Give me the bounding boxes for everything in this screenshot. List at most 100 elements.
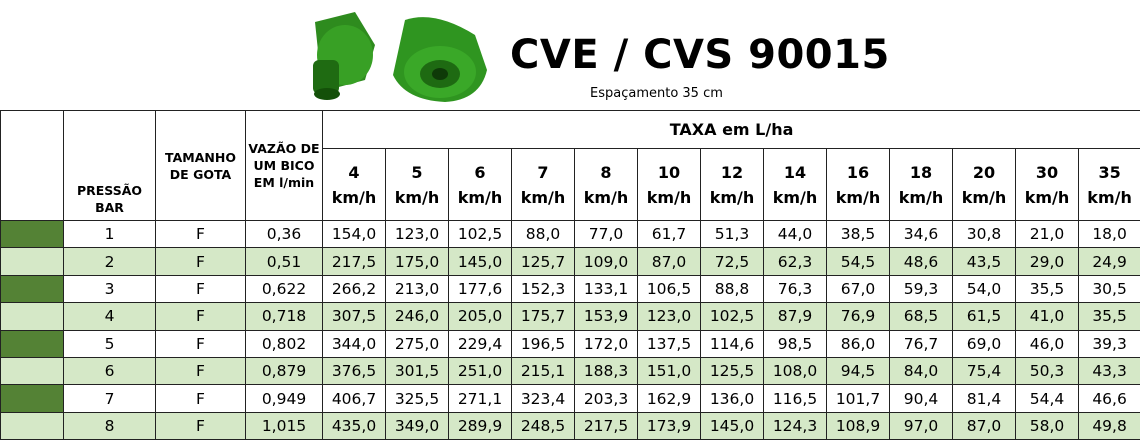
cell: 24,9 — [1077, 247, 1140, 276]
cell: 116,5 — [763, 384, 827, 413]
cell: F — [155, 411, 246, 440]
cell: 3 — [63, 274, 156, 304]
cell: 61,7 — [637, 219, 701, 249]
header-line: 30 — [1035, 162, 1059, 182]
cell: 35,5 — [1077, 302, 1140, 331]
header-line: 5 — [411, 162, 423, 182]
speed-row: 4 km/h 5 km/h 6 km/h 7 km/h 8 km/h 10 km/h 12 km/h 14 k… — [1, 148, 1140, 221]
cell: 46,6 — [1077, 384, 1140, 413]
cell: 349,0 — [385, 411, 449, 440]
cell: 30,5 — [1077, 274, 1140, 304]
cell: F — [155, 356, 246, 386]
header: CVE / CVS 90015 Espaçamento 35 cm — [0, 0, 1140, 110]
cell: 307,5 — [322, 302, 386, 331]
cell: 188,3 — [574, 356, 638, 386]
header-line: UM BICO — [253, 158, 315, 173]
header-row: PRESSÃO BAR TAMANHO DE GOTA VAZÃO DE UM BICO E… — [0, 110, 1140, 221]
cell: 137,5 — [637, 329, 701, 358]
cell: 6 — [63, 356, 156, 386]
cell: 0,949 — [245, 384, 323, 413]
cell: 151,0 — [637, 356, 701, 386]
header-line: 4 — [348, 162, 360, 182]
cell: 177,6 — [448, 274, 512, 304]
header-line: km/h — [457, 187, 503, 207]
header-line: km/h — [898, 187, 944, 207]
cell: 145,0 — [700, 411, 764, 440]
header-line: 6 — [474, 162, 486, 182]
cell: 81,4 — [952, 384, 1016, 413]
data-row: 2 F 0,51 217,5 175,0 145,0 125,7 109,0 87,0 72,5 6… — [0, 247, 1140, 276]
cell: 39,3 — [1077, 329, 1140, 358]
speed-header: 35 km/h — [1077, 148, 1140, 221]
data-row: 5 F 0,802 344,0 275,0 229,4 196,5 172,0 137,5 114… — [0, 329, 1140, 358]
cell: 76,7 — [889, 329, 953, 358]
data-row: 7 F 0,949 406,7 325,5 271,1 323,4 203,3 162,9 136… — [0, 384, 1140, 413]
row-marker — [0, 384, 64, 413]
row-marker — [0, 411, 64, 440]
cell: 0,51 — [245, 247, 323, 276]
data-row: 3 F 0,622 266,2 213,0 177,6 152,3 133,1 106,5 88,… — [0, 274, 1140, 304]
cell: 153,9 — [574, 302, 638, 331]
speed-header: 16 km/h — [826, 148, 890, 221]
cell: 0,718 — [245, 302, 323, 331]
cell: F — [155, 247, 246, 276]
cell: 101,7 — [826, 384, 890, 413]
cell: 435,0 — [322, 411, 386, 440]
data-row: 4 F 0,718 307,5 246,0 205,0 175,7 153,9 123,0 102… — [0, 302, 1140, 331]
cell: 108,9 — [826, 411, 890, 440]
speed-header: 30 km/h — [1015, 148, 1079, 221]
cell: 124,3 — [763, 411, 827, 440]
cell: 154,0 — [322, 219, 386, 249]
cell: 248,5 — [511, 411, 575, 440]
cell: F — [155, 302, 246, 331]
cell: 376,5 — [322, 356, 386, 386]
cell: 84,0 — [889, 356, 953, 386]
row-marker — [0, 356, 64, 386]
cell: 76,3 — [763, 274, 827, 304]
cell: 87,9 — [763, 302, 827, 331]
cell: 217,5 — [322, 247, 386, 276]
cell: 271,1 — [448, 384, 512, 413]
cell: 0,36 — [245, 219, 323, 249]
header-line: 10 — [657, 162, 681, 182]
cell: 76,9 — [826, 302, 890, 331]
cell: 123,0 — [637, 302, 701, 331]
header-line: 12 — [720, 162, 744, 182]
cell: 229,4 — [448, 329, 512, 358]
cell: 98,5 — [763, 329, 827, 358]
cell: 217,5 — [574, 411, 638, 440]
nozzle-images — [313, 12, 487, 103]
header-line: 18 — [909, 162, 933, 182]
cell: 145,0 — [448, 247, 512, 276]
header-line: km/h — [583, 187, 629, 207]
cell: 54,0 — [952, 274, 1016, 304]
column-header: PRESSÃO BAR — [63, 110, 156, 221]
speed-header: 5 km/h — [385, 148, 449, 221]
header-line: km/h — [961, 187, 1007, 207]
cell: 43,3 — [1077, 356, 1140, 386]
row-marker — [0, 274, 64, 304]
column-header: VAZÃO DE UM BICO EM l/min — [245, 110, 323, 221]
cell: 251,0 — [448, 356, 512, 386]
rate-table: PRESSÃO BAR TAMANHO DE GOTA VAZÃO DE UM BICO E… — [0, 110, 1140, 440]
header-line: BAR — [95, 200, 124, 215]
cell: 75,4 — [952, 356, 1016, 386]
cell: 109,0 — [574, 247, 638, 276]
data-row: 8 F 1,015 435,0 349,0 289,9 248,5 217,5 173,9 145… — [0, 411, 1140, 440]
column-header: TAMANHO DE GOTA — [155, 110, 246, 221]
cell: 77,0 — [574, 219, 638, 249]
cell: 162,9 — [637, 384, 701, 413]
cell: 205,0 — [448, 302, 512, 331]
speed-header: 18 km/h — [889, 148, 953, 221]
cell: 35,5 — [1015, 274, 1079, 304]
header-line: PRESSÃO — [76, 183, 143, 198]
cell: F — [155, 219, 246, 249]
header-line: 20 — [972, 162, 996, 182]
data-row: 1 F 0,36 154,0 123,0 102,5 88,0 77,0 61,7 51,3 44,… — [0, 219, 1140, 249]
header-line: km/h — [646, 187, 692, 207]
speed-header: 6 km/h — [448, 148, 512, 221]
group-header: TAXA em L/ha — [321, 110, 1140, 149]
cell: 34,6 — [889, 219, 953, 249]
cell: 30,8 — [952, 219, 1016, 249]
